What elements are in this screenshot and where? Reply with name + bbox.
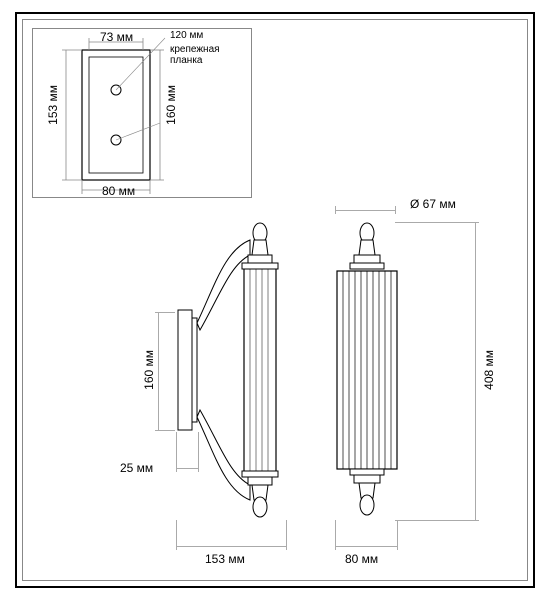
dimline-25 [176,468,198,469]
tick [155,430,175,431]
tick [155,312,175,313]
dim-160-inset: 160 мм [164,85,178,125]
dimline-80 [335,546,397,547]
tick [395,222,479,223]
dimline-153 [176,546,286,547]
front-view [322,215,412,535]
dim-80-main: 80 мм [345,552,378,566]
tick [335,520,336,550]
tick [176,432,177,472]
dim-153-main: 153 мм [205,552,245,566]
tick [176,520,177,550]
tick [395,206,396,214]
dim-73: 73 мм [100,30,133,44]
dimline-408 [475,222,476,520]
dim-160: 160 мм [142,350,156,390]
dim-408: 408 мм [482,350,496,390]
tick [198,432,199,472]
dim-25: 25 мм [120,461,153,475]
side-view [170,215,310,535]
dim-80-inset: 80 мм [102,184,135,198]
dim-67: Ø 67 мм [410,197,456,211]
dimline-160 [158,312,159,430]
dim-120: 120 мм [170,30,203,41]
tick [286,520,287,550]
tick [395,520,479,521]
tick [335,206,336,214]
dimline-67 [335,210,395,211]
note-planke: крепежнаяпланка [170,44,220,66]
dim-153: 153 мм [46,85,60,125]
tick [397,520,398,550]
